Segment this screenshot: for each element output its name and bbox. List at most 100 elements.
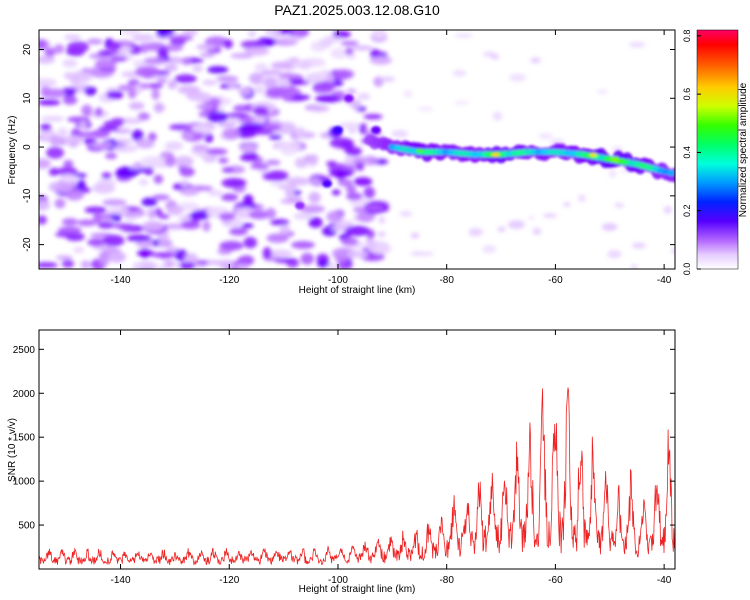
signal-blip — [294, 201, 305, 210]
noise-blob — [126, 234, 152, 242]
noise-blob — [270, 61, 294, 70]
noise-blob — [57, 166, 78, 177]
noise-blob — [135, 65, 160, 78]
noise-blob — [62, 95, 78, 106]
noise-blob — [453, 100, 470, 105]
noise-blob — [264, 30, 275, 36]
noise-blob — [178, 262, 196, 269]
noise-blob — [192, 65, 203, 73]
spectrogram-x-axis: -140 -120 -100 -80 -60 -40 — [111, 30, 672, 286]
noise-blob — [99, 255, 110, 267]
noise-blob — [263, 77, 278, 89]
noise-blob — [319, 37, 333, 49]
noise-blob — [355, 161, 365, 171]
noise-blob — [127, 89, 137, 99]
noise-blob — [358, 122, 368, 135]
colorbar-gradient — [696, 29, 739, 270]
noise-blob — [239, 143, 258, 153]
noise-blob — [202, 185, 213, 192]
noise-blob — [206, 111, 229, 123]
noise-blob — [266, 249, 293, 258]
colorbar-tick-label: 0.2 — [682, 204, 692, 217]
noise-blob — [269, 219, 290, 226]
noise-blob — [207, 189, 223, 197]
noise-blob — [328, 262, 337, 269]
noise-blob — [157, 46, 169, 59]
y-tick-label: 20 — [22, 44, 33, 56]
noise-blob — [240, 40, 266, 49]
noise-blob — [268, 134, 282, 140]
noise-blob — [378, 216, 386, 224]
noise-blob — [48, 181, 73, 193]
y-tick-label: 0 — [22, 144, 33, 150]
noise-blob — [254, 63, 268, 72]
noise-blob — [331, 189, 341, 196]
y-tick-label: 2500 — [13, 345, 36, 356]
noise-blob — [183, 132, 195, 139]
noise-blob — [372, 30, 387, 39]
spectrogram-frame — [38, 29, 676, 270]
signal-blip — [322, 179, 333, 188]
noise-blob — [225, 112, 249, 118]
noise-blob — [229, 227, 248, 236]
noise-blob — [65, 189, 84, 201]
noise-blob — [165, 155, 176, 167]
noise-blob — [220, 193, 239, 202]
noise-blob — [340, 40, 359, 46]
noise-blob — [607, 250, 622, 259]
noise-blob — [280, 198, 300, 205]
noise-blob — [133, 59, 147, 68]
noise-blob — [614, 202, 625, 209]
noise-blob — [326, 160, 337, 167]
noise-blob — [325, 72, 335, 85]
noise-blob — [250, 163, 269, 170]
noise-blob — [196, 43, 217, 51]
x-tick-label: -100 — [328, 575, 348, 586]
noise-blob — [77, 219, 98, 227]
noise-blob — [341, 237, 359, 246]
noise-blob — [98, 126, 119, 132]
noise-blob — [507, 220, 525, 229]
noise-blob — [219, 240, 244, 251]
noise-blob — [243, 236, 257, 249]
noise-blob — [530, 57, 542, 64]
signal-blip — [332, 125, 343, 134]
noise-blob — [139, 42, 150, 54]
noise-blob — [94, 107, 103, 117]
noise-blob — [241, 223, 254, 229]
noise-blob — [92, 182, 116, 194]
noise-blob — [238, 87, 252, 96]
noise-blob — [265, 207, 277, 220]
noise-blob — [174, 155, 194, 168]
signal-hotspot — [415, 148, 424, 154]
noise-blob — [269, 181, 290, 187]
noise-blob — [171, 262, 181, 268]
noise-blob — [141, 197, 158, 207]
noise-blob — [222, 128, 240, 140]
noise-blob — [244, 47, 270, 56]
noise-blob — [353, 177, 373, 187]
noise-blob — [367, 240, 377, 250]
noise-blob — [55, 255, 73, 261]
noise-blob — [132, 33, 155, 42]
noise-blob — [73, 246, 85, 254]
noise-blob — [168, 35, 194, 41]
noise-blob — [177, 215, 192, 223]
noise-blob — [142, 220, 165, 231]
noise-blob — [308, 217, 323, 228]
noise-blob — [181, 58, 192, 66]
noise-blob — [220, 260, 235, 269]
noise-blob — [352, 206, 367, 213]
noise-blob — [149, 251, 175, 258]
noise-blob — [363, 186, 376, 199]
noise-blob — [179, 166, 195, 177]
noise-blob — [107, 207, 130, 215]
noise-blob — [39, 78, 57, 88]
noise-blob — [281, 148, 297, 156]
noise-blob — [631, 263, 638, 269]
noise-blob — [217, 121, 237, 128]
noise-blob — [57, 226, 82, 234]
x-tick-label: -40 — [657, 275, 672, 286]
noise-blob — [132, 261, 142, 269]
noise-blob — [688, 193, 699, 197]
